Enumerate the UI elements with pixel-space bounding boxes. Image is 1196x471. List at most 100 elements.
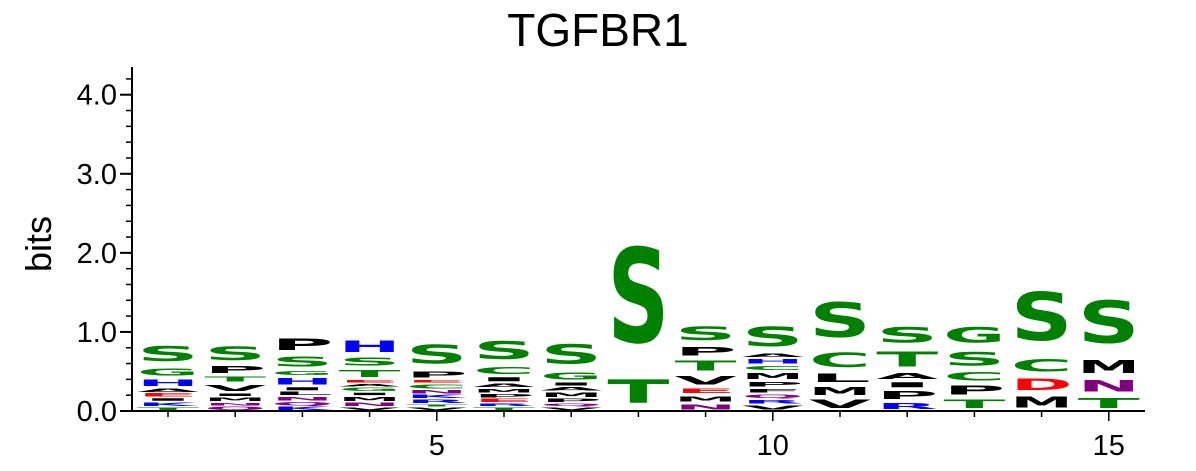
glyph-e: E: [406, 379, 468, 383]
glyph-s: S: [137, 342, 199, 366]
glyph-a: A: [540, 387, 602, 392]
glyph-p: P: [406, 370, 468, 379]
glyph-g: G: [540, 370, 602, 382]
glyph-n: N: [1078, 377, 1140, 395]
glyph-t: T: [137, 407, 199, 411]
y-tick-label: 4.0: [77, 80, 117, 112]
glyph-a: A: [339, 383, 401, 387]
logo-column-8: TS: [607, 222, 670, 412]
glyph-layer: TKIEAHGSQNMIVTPSKQNLIHGSPVNMIGAETSHVTRKN…: [137, 222, 1140, 412]
glyph-v: V: [406, 407, 468, 411]
glyph-m: M: [204, 397, 266, 402]
glyph-c: C: [1011, 356, 1073, 376]
glyph-c: C: [809, 349, 871, 372]
glyph-i: I: [540, 382, 602, 387]
glyph-m: M: [540, 391, 602, 398]
glyph-t: T: [876, 348, 938, 372]
glyph-e: E: [137, 393, 199, 398]
glyph-q: Q: [540, 403, 602, 407]
glyph-s: S: [473, 336, 535, 365]
glyph-v: V: [339, 407, 401, 411]
glyph-t: T: [339, 368, 401, 379]
glyph-s: S: [540, 339, 602, 370]
y-tick-label: 3.0: [77, 159, 117, 191]
glyph-r: R: [876, 402, 938, 411]
glyph-s: S: [809, 294, 871, 348]
glyph-p: P: [943, 384, 1005, 398]
glyph-l: L: [809, 372, 871, 385]
glyph-v: V: [204, 383, 266, 392]
glyph-c: C: [943, 370, 1005, 383]
glyph-s: S: [204, 342, 266, 364]
x-tick-label: 10: [757, 430, 789, 462]
glyph-h: H: [339, 337, 401, 355]
glyph-n: N: [271, 396, 333, 401]
chart-title: TGFBR1: [507, 4, 688, 56]
glyph-m: M: [473, 388, 535, 393]
glyph-s: S: [406, 340, 468, 370]
glyph-s: S: [876, 323, 938, 348]
glyph-n: N: [675, 403, 737, 411]
glyph-t: T: [1078, 395, 1140, 411]
glyph-g: G: [339, 387, 401, 392]
glyph-m: M: [1011, 394, 1073, 411]
glyph-s: S: [339, 356, 401, 369]
glyph-p: P: [876, 389, 938, 402]
glyph-n: N: [204, 402, 266, 406]
x-tick-label: 15: [1093, 430, 1125, 462]
y-tick-label: 0.0: [77, 396, 117, 428]
glyph-g: G: [137, 366, 199, 378]
glyph-i: I: [271, 387, 333, 392]
glyph-t: T: [473, 407, 535, 411]
glyph-p: P: [675, 345, 737, 358]
x-tick-label: 5: [429, 430, 445, 462]
glyph-p: P: [742, 381, 804, 388]
glyph-a: A: [876, 372, 938, 381]
glyph-t: T: [943, 398, 1005, 411]
glyph-i: I: [876, 381, 938, 389]
glyph-e: E: [675, 387, 737, 394]
glyph-c: C: [406, 383, 468, 389]
glyph-m: M: [1078, 357, 1140, 377]
glyph-d: D: [1011, 375, 1073, 393]
glyph-m: M: [339, 396, 401, 402]
glyph-s: S: [607, 222, 669, 373]
glyph-i: I: [473, 376, 535, 382]
axis-layer: 0.0 1.0 2.0 3.0 4.0 5 10 15: [77, 67, 1145, 462]
glyph-v: V: [540, 407, 602, 411]
glyph-i: I: [339, 392, 401, 396]
glyph-h: H: [137, 378, 199, 388]
glyph-n: N: [406, 390, 468, 395]
glyph-v: V: [742, 405, 804, 411]
glyph-i: I: [137, 398, 199, 402]
glyph-i: I: [204, 393, 266, 397]
glyph-v: V: [809, 398, 871, 411]
y-tick-label: 1.0: [77, 317, 117, 349]
glyph-s: S: [675, 322, 737, 344]
glyph-p: P: [540, 398, 602, 403]
glyph-r: R: [742, 399, 804, 404]
glyph-n: N: [339, 402, 401, 407]
y-tick-label: 2.0: [77, 238, 117, 270]
glyph-g: G: [271, 370, 333, 376]
glyph-t: T: [204, 376, 266, 384]
glyph-s: S: [943, 348, 1005, 370]
glyph-e: E: [473, 398, 535, 403]
glyph-g: G: [943, 323, 1005, 348]
y-axis-label: bits: [18, 216, 59, 272]
